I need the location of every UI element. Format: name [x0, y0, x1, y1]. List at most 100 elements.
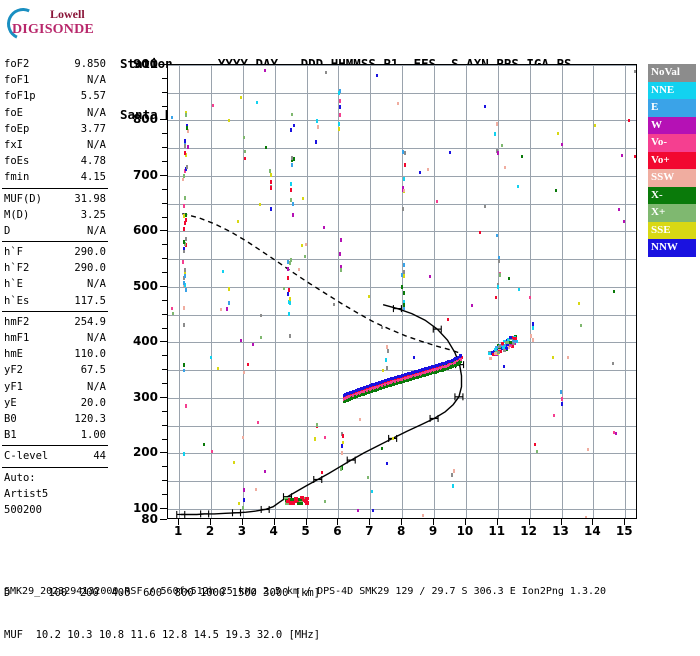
legend-swatch-w[interactable]: W: [648, 116, 696, 134]
noise-echo: [338, 113, 341, 118]
noise-echo: [341, 443, 344, 448]
f2-o-mode-echo: [364, 385, 367, 389]
legend-swatch-vo[interactable]: Vo-: [648, 134, 696, 152]
legend-swatch-nnw[interactable]: NNW: [648, 239, 696, 257]
x-axis-tick: [528, 519, 530, 525]
noise-echo: [627, 119, 630, 123]
f2-o-mode-echo: [371, 383, 374, 387]
param-value: 31.98: [74, 192, 106, 205]
noise-echo: [182, 259, 185, 264]
noise-echo: [534, 442, 537, 446]
noise-echo: [269, 169, 272, 174]
f2-vo-echo: [379, 384, 382, 388]
f2-vo-echo: [441, 366, 444, 370]
y-axis-tick-minor: [162, 313, 167, 315]
f2-vo-echo: [434, 368, 437, 372]
legend-swatch-nne[interactable]: NNE: [648, 81, 696, 99]
param-value: 3.77: [80, 122, 106, 135]
f2-vo-echo: [418, 372, 421, 376]
f2-vo-echo: [375, 386, 378, 390]
f2-vo-echo: [413, 374, 416, 378]
f2-vo-echo: [357, 391, 360, 395]
noise-echo: [183, 248, 186, 253]
y-axis-tick-minor: [162, 355, 167, 357]
param-key: MUF(D): [4, 192, 42, 205]
noise-echo: [239, 96, 242, 100]
f2-o-mode-echo: [353, 389, 356, 393]
noise-echo: [289, 257, 292, 262]
gridline-vertical: [529, 65, 531, 518]
noise-echo: [185, 153, 188, 158]
legend-swatch-ssw[interactable]: SSW: [648, 169, 696, 187]
param-row-b0: B0 120.3: [0, 411, 112, 427]
noise-echo: [244, 150, 247, 154]
param-value: 254.9: [74, 315, 106, 328]
noise-echo: [401, 272, 404, 277]
ionogram-plot-area[interactable]: [167, 64, 637, 519]
f2-vo-echo: [347, 395, 350, 399]
legend-swatch-x[interactable]: X+: [648, 204, 696, 222]
y-axis-tick-minor: [162, 77, 167, 79]
gridline-vertical: [274, 65, 276, 518]
noise-echo: [339, 467, 342, 472]
noise-echo: [561, 142, 564, 146]
f2-vo-echo: [395, 379, 398, 383]
y-axis-tick-minor: [162, 299, 167, 301]
gridline-vertical: [306, 65, 308, 518]
noise-echo: [240, 339, 243, 343]
gridline-horizontal-minor: [168, 481, 636, 483]
legend-swatch-sse[interactable]: SSE: [648, 221, 696, 239]
legend-swatch-vo[interactable]: Vo+: [648, 151, 696, 169]
f2-vo-echo: [459, 357, 462, 361]
es-cluster-echo: [511, 342, 515, 346]
noise-echo: [290, 155, 293, 160]
noise-echo: [237, 502, 240, 506]
noise-echo: [171, 306, 174, 310]
param-row-foes: foEs 4.78: [0, 153, 112, 169]
x-axis-tick: [273, 519, 275, 525]
es-layer-echo: [285, 499, 290, 503]
f2-o-mode-echo: [449, 359, 452, 363]
y-axis-tick: [160, 507, 167, 509]
f2-vo-echo: [422, 371, 425, 375]
legend-swatch-e[interactable]: E: [648, 99, 696, 117]
gridline-horizontal: [168, 453, 636, 455]
noise-echo: [633, 70, 636, 74]
gridline-horizontal: [168, 65, 636, 66]
f2-vo-echo: [403, 377, 406, 381]
noise-echo: [183, 203, 186, 208]
noise-echo: [618, 207, 621, 211]
param-key: foF1p: [4, 90, 36, 103]
noise-echo: [402, 188, 405, 192]
noise-echo: [315, 139, 318, 144]
legend-swatch-noval[interactable]: NoVal: [648, 64, 696, 82]
f2-o-mode-echo: [368, 384, 371, 388]
param-key: h`E: [4, 278, 23, 291]
noise-echo: [184, 195, 187, 200]
noise-echo: [397, 102, 400, 106]
f2-vo-echo: [411, 375, 414, 379]
y-axis-tick: [160, 230, 167, 232]
noise-echo: [495, 148, 498, 153]
y-axis-tick: [160, 341, 167, 343]
noise-echo: [401, 285, 404, 290]
noise-echo: [402, 262, 405, 267]
es-cluster-echo: [498, 345, 502, 349]
param-row-fof1: foF1 N/A: [0, 72, 112, 88]
footer-filename-info: SMK29_2023294132000.RSF / 560fx512h 25 k…: [4, 586, 607, 597]
es-layer-echo: [289, 501, 294, 505]
legend-swatch-x[interactable]: X-: [648, 186, 696, 204]
noise-echo: [183, 220, 186, 225]
f2-vo-echo: [450, 362, 453, 366]
noise-echo: [555, 188, 558, 192]
param-value: 4.78: [80, 155, 106, 168]
es-layer-echo: [300, 499, 305, 503]
f2-vo-echo: [368, 388, 371, 392]
x-axis-label-7: 7: [365, 524, 374, 538]
gridline-horizontal-minor: [168, 314, 636, 316]
param-value: N/A: [87, 138, 106, 151]
x-axis-label-3: 3: [237, 524, 247, 538]
param-value: N/A: [87, 278, 106, 291]
param-key: fmin: [4, 171, 30, 184]
gridline-vertical: [434, 65, 436, 518]
